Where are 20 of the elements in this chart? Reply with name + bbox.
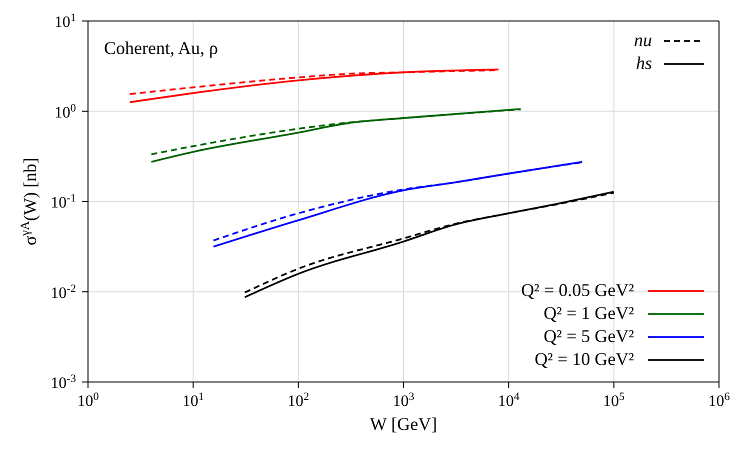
legend-label: Q² = 1 GeV² [544,303,634,324]
x-tick-label: 10$^{5}$ [603,391,626,410]
y-tick-label: 10$^{1}$ [54,12,76,31]
x-tick-label: 10$^{2}$ [288,391,310,410]
x-tick-label: 10$^{3}$ [392,391,415,410]
legend-label: Q² = 5 GeV² [544,326,634,347]
x-tick-label: 10$^{1}$ [182,391,204,410]
y-tick-label: 10$^{-2}$ [50,282,76,302]
legend-label: Q² = 0.05 GeV² [521,280,634,301]
x-tick-label: 10$^{0}$ [77,391,100,410]
annotation: nu [634,30,652,51]
legend-label: Q² = 10 GeV² [534,349,634,370]
y-tick-label: 10$^{-1}$ [50,192,76,212]
x-tick-label: 10$^{4}$ [498,391,520,410]
annotation: Coherent, Au, ρ [104,38,218,58]
annotation: hs [636,53,652,74]
x-tick-label: 10$^{6}$ [708,391,730,410]
y-tick-label: 10$^{-3}$ [50,373,76,392]
y-tick-label: 10$^{0}$ [54,102,76,122]
x-axis-title: W [GeV] [370,414,438,434]
